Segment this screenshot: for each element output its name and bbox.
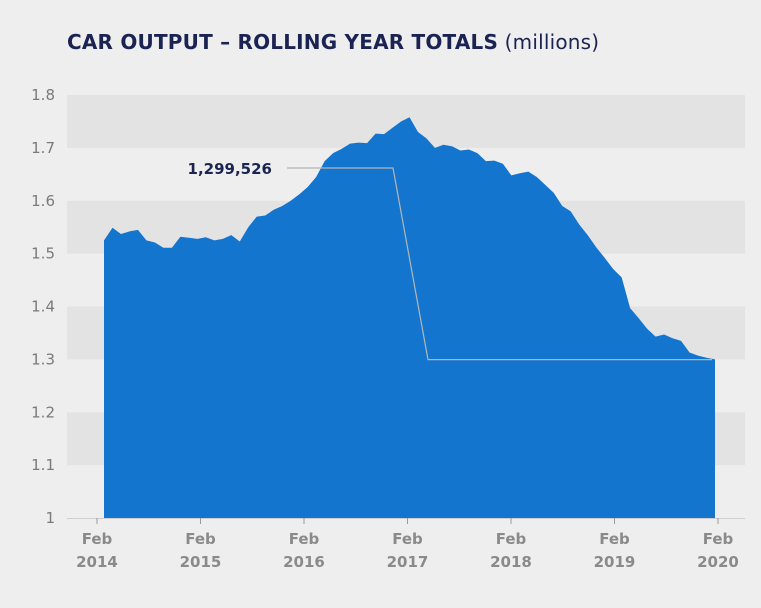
area-series (104, 117, 715, 519)
y-tick-label: 1.2 (31, 403, 55, 421)
y-tick-label: 1.8 (31, 86, 55, 104)
x-tick-month: Feb (185, 530, 216, 548)
y-tick-label: 1 (45, 509, 55, 527)
y-tick-label: 1.1 (31, 456, 55, 474)
x-tick-year: 2018 (490, 553, 532, 571)
x-tick-year: 2016 (283, 553, 325, 571)
y-tick-label: 1.4 (31, 298, 55, 316)
x-tick-month: Feb (82, 530, 113, 548)
x-tick-year: 2019 (594, 553, 636, 571)
x-tick-year: 2014 (76, 553, 118, 571)
x-tick-month: Feb (496, 530, 527, 548)
x-tick-year: 2015 (180, 553, 222, 571)
y-tick-label: 1.5 (31, 245, 55, 263)
y-tick-label: 1.3 (31, 350, 55, 368)
x-tick-year: 2017 (387, 553, 429, 571)
x-tick-month: Feb (392, 530, 423, 548)
y-tick-label: 1.6 (31, 192, 55, 210)
annotation-leader-line (287, 167, 712, 361)
chart-title-unit: (millions) (504, 30, 600, 54)
chart-title-main: CAR OUTPUT – ROLLING YEAR TOTALS (67, 30, 499, 54)
x-tick-month: Feb (289, 530, 320, 548)
x-tick-month: Feb (703, 530, 734, 548)
x-tick-month: Feb (599, 530, 630, 548)
chart-title: CAR OUTPUT – ROLLING YEAR TOTALS (millio… (67, 30, 599, 54)
x-tick-year: 2020 (697, 553, 739, 571)
y-tick-label: 1.7 (31, 139, 55, 157)
annotation-label: 1,299,526 (188, 160, 272, 178)
